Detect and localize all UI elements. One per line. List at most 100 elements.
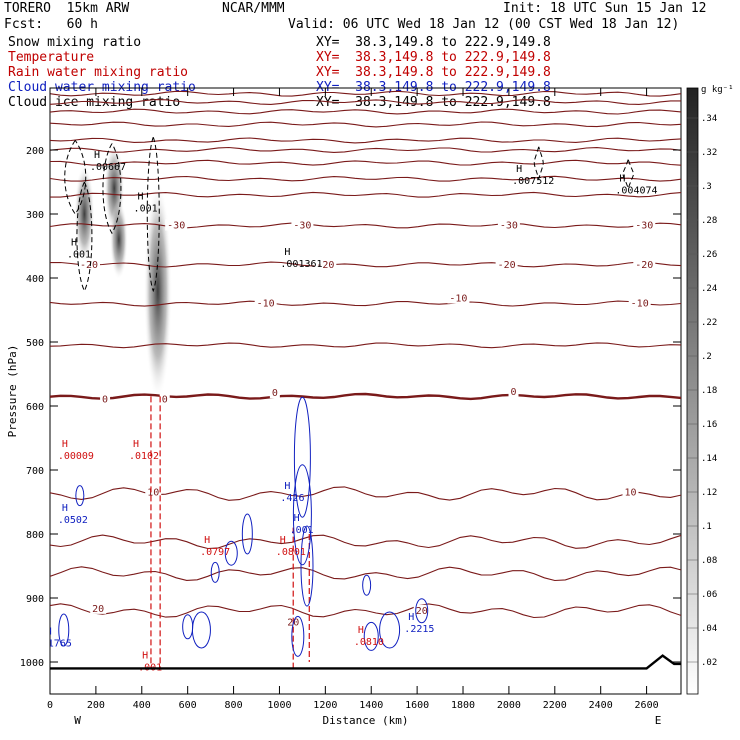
legend-xy: XY= 38.3,149.8 to 222.9,149.8 (316, 35, 551, 50)
temperature-contour (50, 159, 681, 166)
snow-max-label: .007512 (512, 176, 554, 187)
cloud-water-contour (379, 611, 401, 649)
east-label: E (655, 714, 662, 727)
y-tick-label: 400 (26, 274, 44, 285)
temperature-label: -30 (293, 221, 311, 232)
cloud-water-contour (363, 621, 379, 651)
temperature-label: -30 (635, 221, 653, 232)
colorbar-tick-label: .12 (701, 488, 717, 498)
snow-contour (146, 137, 160, 293)
legend-label: Rain water mixing ratio (8, 65, 189, 80)
x-tick-label: 0 (47, 700, 53, 711)
snow-contour (622, 159, 634, 190)
label-background (90, 602, 107, 614)
temperature-label: 10 (624, 487, 636, 498)
temperature-label: 0 (102, 395, 108, 406)
colorbar-tick-label: .32 (701, 148, 717, 158)
temperature-label: -10 (449, 293, 467, 304)
cloud-water-contour (182, 614, 194, 640)
x-tick-label: 1000 (267, 700, 291, 711)
label-background (633, 259, 656, 271)
temperature-label: 0 (272, 388, 278, 399)
temperature-label: 20 (416, 606, 428, 617)
label-background (100, 393, 111, 405)
snow-max-label-h: H (516, 164, 522, 175)
colorbar-tick-label: .08 (701, 556, 717, 566)
rain-max-label-h: H (204, 535, 210, 546)
label-background (508, 385, 519, 397)
y-tick-label: 700 (26, 466, 44, 477)
x-tick-label: 800 (225, 700, 243, 711)
temperature-label: -10 (631, 299, 649, 310)
colorbar-tick-label: .04 (701, 624, 717, 634)
label-background (633, 219, 656, 231)
temperature-label: -30 (167, 221, 185, 232)
temperature-contour (50, 99, 681, 105)
label-background (145, 486, 162, 498)
cloud-water-max-label-h: H (408, 612, 414, 623)
temperature-contour (50, 392, 681, 401)
snow-contour (102, 143, 122, 235)
cloud-water-max-label: .2215 (404, 624, 434, 635)
colorbar-tick-label: .3 (701, 182, 712, 192)
y-tick-label: 900 (26, 594, 44, 605)
label-background (254, 297, 277, 309)
snow-max-label: .001361 (280, 259, 322, 270)
legend-xy: XY= 38.3,149.8 to 222.9,149.8 (316, 95, 551, 110)
y-tick-label: 800 (26, 530, 44, 541)
cloud-water-contour (191, 611, 211, 649)
temperature-contour (50, 108, 681, 115)
cloud-water-max-label: .0502 (58, 515, 88, 526)
y-tick-label: 1000 (20, 658, 44, 669)
colorbar-tick-label: .22 (701, 318, 717, 328)
cloud-water-max-label: .1765 (42, 639, 72, 650)
y-tick-label: 200 (26, 146, 44, 157)
temperature-label: 10 (147, 487, 159, 498)
snow-shading (74, 164, 95, 264)
x-tick-label: 400 (133, 700, 151, 711)
rain-max-label-h: H (62, 439, 68, 450)
rain-max-label: .0102 (129, 451, 159, 462)
temperature-label: 0 (510, 387, 516, 398)
cloud-water-contour (291, 615, 305, 657)
temperature-contour (50, 191, 681, 198)
forecast-hour: Fcst: 60 h (4, 17, 98, 32)
rain-max-label: .0797 (200, 547, 230, 558)
label-background (495, 259, 518, 271)
temperature-label: -20 (80, 260, 98, 271)
snow-max-label-h: H (138, 192, 144, 203)
snow-contour (533, 146, 544, 181)
temperature-contour (50, 121, 681, 128)
colorbar-tick-label: .2 (701, 352, 712, 362)
cloud-water-max-label-h: H (284, 481, 290, 492)
label-background (622, 486, 639, 498)
colorbar-tick-label: .1 (701, 522, 712, 532)
west-label: W (74, 714, 81, 727)
label-background (269, 387, 280, 399)
x-tick-label: 2400 (589, 700, 613, 711)
temperature-contour (50, 603, 681, 619)
temperature-contour (50, 90, 681, 97)
cloud-water-max-label-h: H (46, 627, 52, 638)
colorbar-tick-label: .02 (701, 658, 717, 668)
x-tick-label: 200 (87, 700, 105, 711)
x-tick-label: 1200 (313, 700, 337, 711)
temperature-contour (50, 137, 681, 144)
rain-max-label: .00009 (58, 451, 94, 462)
colorbar-tick-label: .18 (701, 386, 717, 396)
temperature-contour (50, 342, 681, 349)
snow-max-label: .00667 (90, 162, 126, 173)
temperature-contour (50, 261, 681, 268)
label-background (447, 292, 470, 304)
rain-max-label-h: H (133, 439, 139, 450)
temperature-label: 20 (92, 604, 104, 615)
temperature-contour (50, 222, 681, 229)
legend-label: Cloud water mixing ratio (8, 80, 196, 95)
cloud-water-contour (292, 464, 312, 566)
temperature-label: 0 (162, 395, 168, 406)
x-tick-label: 600 (179, 700, 197, 711)
cloud-water-contour (300, 525, 314, 607)
colorbar-tick-label: .16 (701, 420, 717, 430)
colorbar-tick-label: .14 (701, 454, 717, 464)
label-background (165, 219, 188, 231)
